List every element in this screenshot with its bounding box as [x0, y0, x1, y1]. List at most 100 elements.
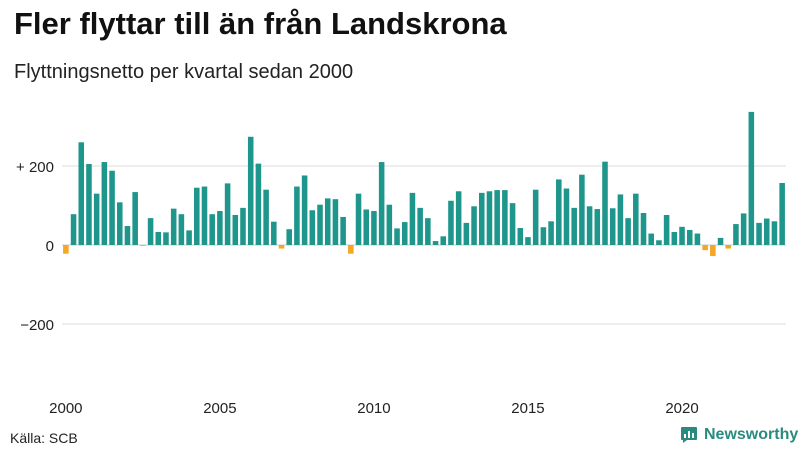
bar — [532, 189, 539, 245]
bar — [548, 221, 554, 245]
bar — [116, 202, 123, 245]
bar — [656, 240, 662, 245]
bar — [432, 241, 439, 245]
bar — [63, 245, 69, 254]
bar — [463, 222, 470, 245]
bar — [771, 221, 778, 245]
bar — [394, 228, 400, 245]
bar — [571, 207, 577, 245]
bar — [625, 218, 631, 245]
bar — [401, 222, 408, 245]
bar — [525, 237, 531, 245]
bar — [425, 218, 431, 245]
bar — [579, 174, 585, 245]
bar — [217, 211, 223, 245]
bar — [294, 186, 300, 245]
bar — [170, 208, 177, 245]
bar — [609, 208, 616, 245]
bar — [224, 183, 231, 245]
bar — [540, 227, 547, 245]
bar — [363, 209, 370, 245]
source-label: Källa: SCB — [10, 430, 78, 446]
bar — [70, 214, 77, 245]
bar — [124, 226, 131, 245]
bar — [478, 192, 485, 245]
bar — [317, 204, 323, 245]
bar — [440, 236, 447, 245]
bar — [86, 164, 92, 245]
bar — [309, 210, 316, 245]
brand-logo[interactable]: Newsworthy — [680, 426, 798, 444]
bar — [324, 198, 331, 245]
bar — [740, 213, 747, 245]
bar — [371, 211, 377, 245]
bar — [748, 111, 755, 245]
bar — [209, 214, 215, 245]
bar — [340, 216, 346, 245]
bar — [286, 229, 292, 245]
bar — [271, 221, 277, 245]
bar — [679, 226, 685, 245]
bar — [471, 206, 477, 245]
bar — [186, 230, 192, 245]
bar — [263, 189, 269, 245]
bar — [602, 161, 608, 245]
bar — [586, 206, 593, 245]
bar — [355, 193, 362, 245]
bar — [163, 232, 169, 245]
bar — [378, 162, 385, 245]
bar — [725, 245, 732, 249]
bar — [155, 231, 162, 245]
bar — [686, 229, 693, 245]
bar — [517, 228, 524, 245]
bar — [779, 182, 785, 245]
bar — [240, 207, 246, 245]
bar — [717, 237, 724, 245]
bar — [132, 192, 138, 245]
bar — [710, 245, 716, 257]
bar — [247, 136, 254, 245]
bar — [756, 222, 762, 245]
bar — [663, 214, 670, 245]
bar — [563, 188, 570, 245]
bar — [386, 204, 393, 245]
bar — [702, 245, 708, 251]
bar — [140, 245, 146, 246]
bar — [594, 209, 601, 245]
x-tick-label: 2000 — [49, 400, 82, 417]
newsworthy-icon — [681, 427, 697, 443]
bar — [332, 199, 339, 245]
bar — [101, 162, 108, 245]
bar — [671, 231, 678, 245]
bar — [448, 200, 454, 245]
bar — [232, 214, 239, 245]
bar — [556, 179, 562, 245]
brand-name: Newsworthy — [704, 426, 799, 443]
x-tick-label: 2015 — [511, 400, 544, 417]
y-tick-label: + 200 — [16, 159, 54, 176]
bar — [178, 214, 185, 245]
bar — [502, 190, 508, 245]
bar — [417, 207, 423, 245]
x-tick-label: 2005 — [203, 400, 236, 417]
bar — [194, 187, 200, 245]
bar — [109, 170, 115, 245]
bar — [486, 191, 493, 245]
bar — [278, 245, 285, 249]
bar — [348, 245, 354, 254]
bar — [255, 163, 262, 245]
bar — [147, 218, 154, 245]
bar — [494, 190, 500, 245]
y-tick-label: 0 — [46, 238, 54, 255]
chart-title: Fler flyttar till än från Landskrona — [14, 6, 507, 41]
bar — [409, 192, 416, 245]
y-tick-label: −200 — [20, 317, 54, 334]
x-tick-label: 2020 — [665, 400, 698, 417]
bar — [93, 193, 100, 245]
bar — [301, 175, 308, 245]
bar — [201, 186, 208, 245]
bar — [640, 213, 647, 245]
x-tick-label: 2010 — [357, 400, 390, 417]
bar — [648, 233, 654, 245]
